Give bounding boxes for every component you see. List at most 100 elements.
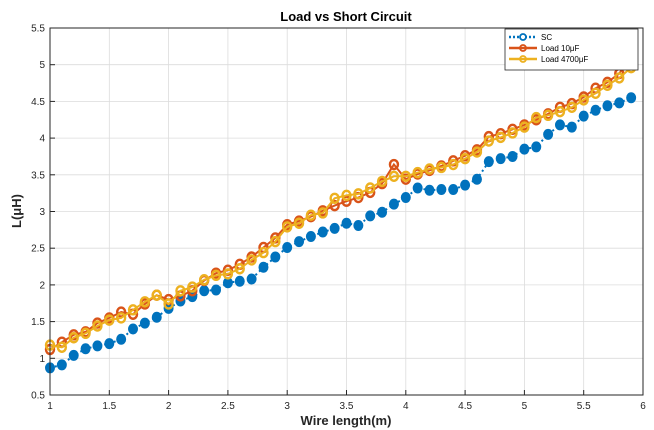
- legend-marker: [519, 33, 527, 41]
- data-point: [329, 222, 340, 234]
- data-point: [365, 182, 376, 194]
- y-tick-label: 5.5: [31, 24, 45, 35]
- data-point: [128, 323, 139, 335]
- x-tick-label: 3: [284, 401, 290, 412]
- data-point: [104, 338, 115, 350]
- data-point: [246, 254, 257, 266]
- data-point: [317, 207, 328, 219]
- data-point: [80, 327, 91, 340]
- data-point: [590, 104, 601, 116]
- data-point: [566, 121, 577, 133]
- y-tick-label: 0.5: [31, 391, 45, 402]
- data-point: [151, 311, 162, 323]
- data-point: [353, 188, 364, 200]
- y-tick-label: 1.5: [31, 317, 45, 328]
- data-point: [198, 274, 210, 286]
- data-point: [578, 110, 589, 122]
- chart-title: Load vs Short Circuit: [280, 9, 412, 24]
- legend-marker: [519, 55, 527, 63]
- data-point: [234, 275, 245, 287]
- y-tick-label: 3: [39, 207, 45, 218]
- data-point: [542, 109, 554, 122]
- data-point: [602, 100, 613, 112]
- data-point: [199, 285, 210, 297]
- data-point: [305, 209, 317, 221]
- data-point: [282, 241, 293, 253]
- data-point: [483, 156, 494, 168]
- y-tick-label: 2: [39, 280, 45, 291]
- data-point: [566, 101, 578, 113]
- data-point: [460, 179, 471, 191]
- legend-marker: [519, 44, 527, 52]
- data-point: [115, 306, 127, 318]
- data-point: [507, 150, 518, 162]
- data-point: [151, 289, 162, 301]
- data-point: [163, 298, 174, 310]
- y-tick-label: 1: [39, 354, 45, 365]
- x-tick-label: 1.5: [102, 401, 116, 412]
- data-point: [329, 192, 340, 204]
- data-point: [388, 170, 400, 182]
- x-tick-label: 1: [47, 401, 53, 412]
- data-point: [317, 226, 328, 238]
- data-point: [234, 263, 245, 275]
- y-tick-label: 3.5: [31, 170, 45, 181]
- data-point: [282, 221, 293, 233]
- data-point: [400, 170, 411, 182]
- data-point: [626, 92, 637, 104]
- data-point: [483, 135, 495, 147]
- ticks: 1 1.5 2 2.5 3 3.5 4 4.5 5 5.5 60.511.522.533.544.5…: [31, 24, 646, 413]
- x-tick-label: 2: [166, 401, 172, 412]
- series-layer: [44, 50, 637, 374]
- data-point: [68, 332, 79, 344]
- data-point: [139, 317, 150, 329]
- data-point: [127, 304, 139, 316]
- data-point: [531, 141, 542, 153]
- data-point: [448, 183, 459, 195]
- data-point: [400, 192, 411, 204]
- data-point: [294, 236, 305, 248]
- data-point: [412, 166, 423, 179]
- data-point: [92, 340, 103, 352]
- data-point: [614, 97, 625, 109]
- data-point: [341, 195, 352, 207]
- x-tick-label: 4.5: [458, 401, 472, 412]
- data-point: [270, 235, 281, 248]
- data-point: [554, 105, 566, 118]
- data-point: [590, 87, 601, 100]
- series-0: [45, 92, 637, 374]
- data-point: [222, 268, 234, 280]
- data-point: [56, 359, 67, 371]
- x-axis-title: Wire length(m): [301, 413, 392, 428]
- data-point: [365, 210, 376, 222]
- data-point: [507, 127, 518, 139]
- data-point: [56, 341, 68, 353]
- data-point: [68, 349, 79, 361]
- data-point: [210, 269, 222, 282]
- data-point: [376, 175, 388, 188]
- data-point: [436, 161, 447, 174]
- data-point: [578, 94, 589, 106]
- y-tick-label: 4: [39, 134, 45, 145]
- data-point: [495, 131, 506, 144]
- data-point: [258, 261, 269, 273]
- data-point: [116, 333, 127, 345]
- x-tick-label: 5: [522, 401, 528, 412]
- data-point: [602, 79, 613, 91]
- data-point: [543, 128, 554, 140]
- y-axis-title: L(μH): [9, 194, 24, 228]
- data-point: [80, 343, 91, 355]
- y-tick-label: 5: [39, 60, 45, 71]
- y-tick-label: 4.5: [31, 97, 45, 108]
- x-tick-label: 2.5: [221, 401, 235, 412]
- data-point: [329, 199, 340, 212]
- data-point: [424, 184, 435, 196]
- data-point: [471, 173, 482, 185]
- data-point: [519, 143, 530, 155]
- data-point: [270, 251, 281, 263]
- data-point: [353, 219, 364, 231]
- x-tick-label: 6: [640, 401, 646, 412]
- data-point: [531, 111, 542, 124]
- data-point: [459, 152, 471, 165]
